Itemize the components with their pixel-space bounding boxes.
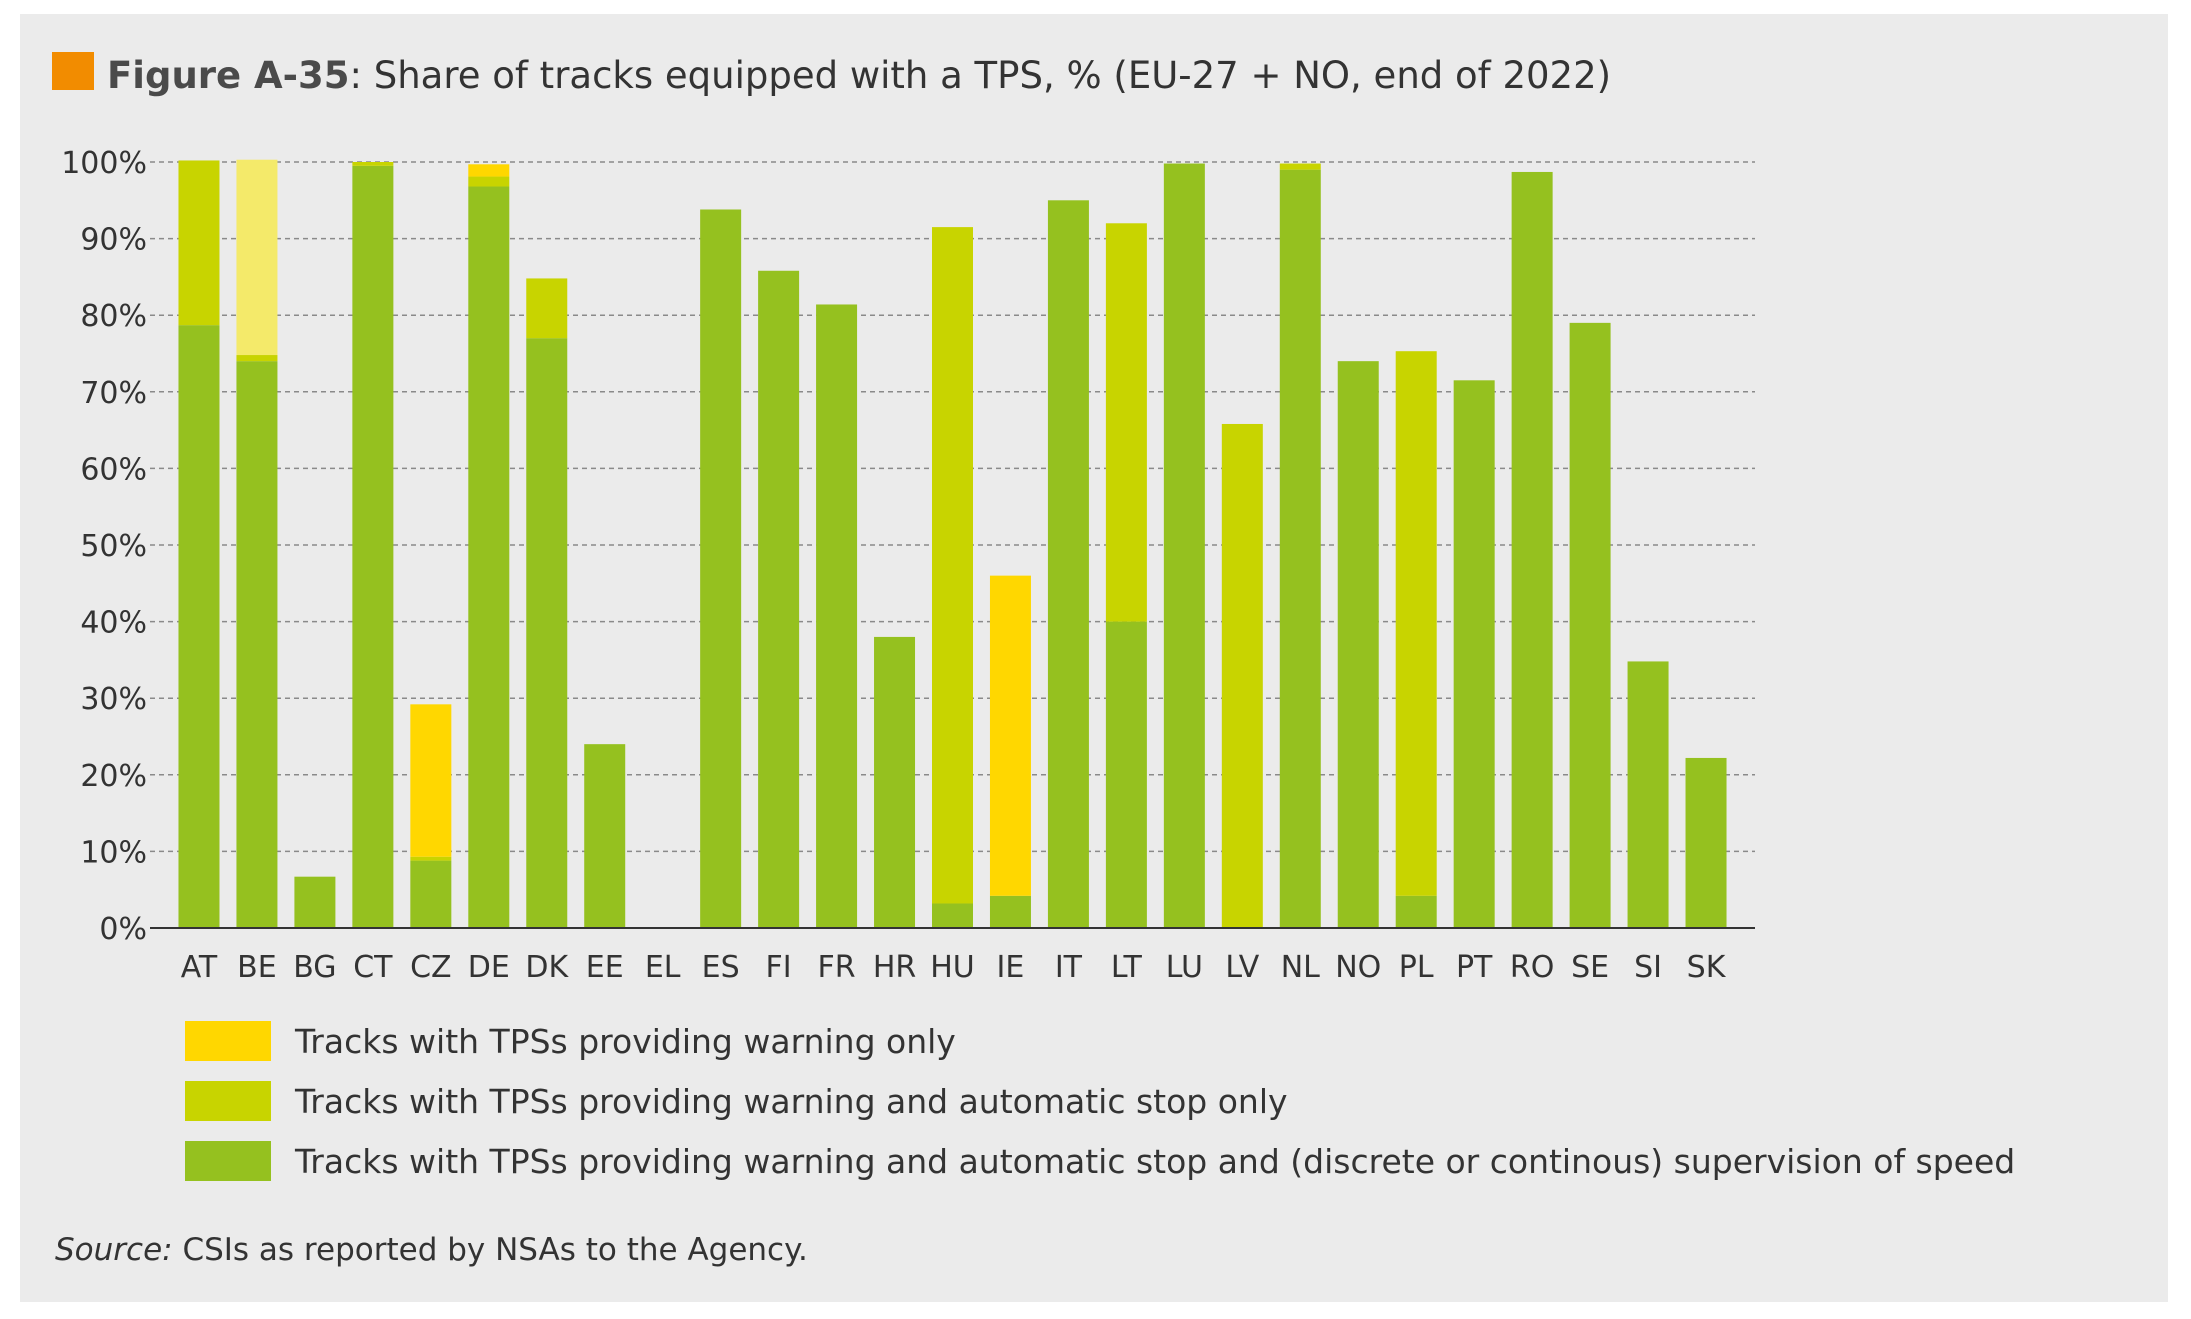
x-tick-label: FR (818, 950, 856, 985)
bar-segment (352, 165, 394, 928)
x-tick-label: LU (1166, 950, 1203, 985)
bar-segment (1395, 351, 1437, 896)
bar-segment (1685, 757, 1727, 928)
x-tick-label: CT (353, 950, 393, 985)
bar-segment (1627, 661, 1669, 928)
x-tick-label: FI (766, 950, 792, 985)
bar-segment (989, 575, 1031, 896)
x-tick-label: EL (645, 950, 681, 985)
bar-segment (874, 636, 916, 928)
bar-segment (932, 227, 973, 904)
x-tick-label: BE (237, 950, 277, 985)
y-tick-label: 20% (80, 759, 147, 794)
bar-segment (294, 876, 336, 928)
figure-caption: : Share of tracks equipped with a TPS, %… (349, 54, 1612, 97)
bar-segment (1279, 169, 1321, 928)
x-tick-label: PT (1456, 950, 1493, 985)
x-tick-label: RO (1510, 950, 1554, 985)
bar-chart: 0% 10% 20% 30% 40% 50% 60% 70% 80% 90% 100% AT BE BG C… (61, 146, 1755, 985)
legend-label-warning-stop: Tracks with TPSs providing warning and a… (295, 1082, 1288, 1121)
bar-segment (1221, 423, 1263, 928)
x-tick-label: SI (1634, 950, 1662, 985)
bar-segment (178, 160, 220, 326)
legend-swatch-warning-only (185, 1021, 271, 1061)
bar-segment (1163, 163, 1205, 929)
y-tick-label: 50% (80, 529, 147, 564)
bar-segment (236, 355, 278, 362)
x-tick-label: EE (586, 950, 624, 985)
y-tick-label: 90% (80, 223, 147, 258)
bar-segment (1511, 171, 1553, 928)
bar-segment (410, 704, 452, 857)
figure-panel: Figure A-35: Share of tracks equipped wi… (20, 14, 2168, 1302)
x-tick-label: BG (293, 950, 336, 985)
figure-label: Figure A-35 (107, 54, 350, 97)
x-tick-label: IT (1055, 950, 1083, 985)
legend-label-speed-supervision: Tracks with TPSs providing warning and a… (295, 1142, 2016, 1181)
y-tick-label: 0% (99, 912, 147, 947)
x-tick-label: HR (873, 950, 916, 985)
bar-segment (236, 361, 278, 928)
legend-swatch-speed-supervision (185, 1141, 271, 1181)
x-tick-label: SE (1571, 950, 1609, 985)
bar-segment (932, 903, 973, 928)
bar-segment (178, 325, 220, 929)
x-tick-label: DE (468, 950, 510, 985)
y-tick-label: 60% (80, 452, 147, 487)
x-tick-label: NO (1335, 950, 1381, 985)
x-tick-label: DK (525, 950, 569, 985)
x-tick-label: NL (1281, 950, 1320, 985)
bar-segment (410, 856, 452, 861)
source-text: CSIs as reported by NSAs to the Agency. (172, 1232, 808, 1268)
bar-segment (352, 162, 394, 166)
bar-segment (236, 159, 278, 356)
bar-segment (1105, 621, 1147, 928)
x-tick-label: HU (930, 950, 975, 985)
source-note: Source: CSIs as reported by NSAs to the … (55, 1232, 808, 1268)
bar-segment (758, 270, 800, 929)
bar-segment (1569, 322, 1611, 928)
bar-segment (1105, 223, 1147, 622)
x-tick-label: SK (1687, 950, 1727, 985)
x-tick-label: IE (997, 950, 1025, 985)
bar-segment (700, 209, 742, 928)
x-tick-label: LT (1111, 950, 1143, 985)
y-tick-label: 100% (61, 146, 147, 181)
x-tick-label: AT (181, 950, 218, 985)
y-tick-label: 70% (80, 376, 147, 411)
figure-title: Figure A-35: Share of tracks equipped wi… (107, 54, 1611, 97)
bar-segment (816, 304, 858, 928)
bar-segment (410, 860, 452, 928)
y-tick-label: 10% (80, 835, 147, 870)
y-tick-label: 80% (80, 299, 147, 334)
bar-segment (526, 338, 568, 928)
bar-segment (989, 895, 1031, 928)
figure-marker-icon (52, 52, 94, 90)
y-tick-label: 40% (80, 606, 147, 641)
bar-segment (468, 164, 510, 177)
bar-segment (1453, 380, 1495, 928)
x-tick-label: ES (702, 950, 740, 985)
bar-segment (468, 186, 510, 929)
x-tick-label: PL (1399, 950, 1434, 985)
bar-segment (1279, 163, 1321, 170)
x-tick-label: CZ (410, 950, 452, 985)
x-tick-label: LV (1225, 950, 1259, 985)
bar-segment (1047, 200, 1089, 929)
bar-segment (1337, 361, 1379, 928)
bar-segment (584, 744, 626, 928)
source-label: Source: (55, 1232, 173, 1268)
y-tick-label: 30% (80, 682, 147, 717)
legend-label-warning-only: Tracks with TPSs providing warning only (295, 1022, 956, 1061)
legend-swatch-warning-stop (185, 1081, 271, 1121)
bar-segment (1395, 895, 1437, 928)
bar-segment (526, 278, 568, 339)
bar-segment (468, 176, 510, 187)
